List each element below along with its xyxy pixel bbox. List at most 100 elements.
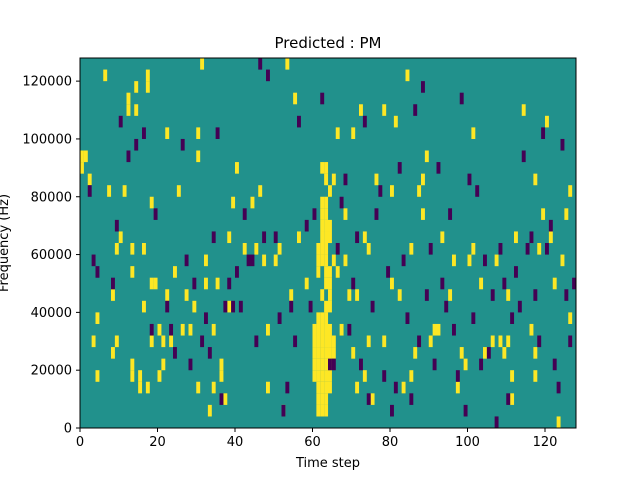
heatmap-cell-high xyxy=(149,277,154,290)
heatmap-cell-high xyxy=(347,289,352,301)
heatmap-cell-high xyxy=(432,323,437,336)
heatmap-cell-low xyxy=(494,416,499,429)
heatmap-cell-high xyxy=(324,312,329,324)
heatmap-cell-high xyxy=(328,323,332,336)
heatmap-cell-high xyxy=(409,243,414,255)
y-tick-label: 80000 xyxy=(31,190,72,205)
heatmap-cell-high xyxy=(335,127,340,139)
heatmap-cell-high xyxy=(545,115,549,128)
heatmap-cell-low xyxy=(432,358,437,371)
heatmap-cell-high xyxy=(324,208,329,220)
heatmap-cell-high xyxy=(324,219,329,232)
heatmap-cell-high xyxy=(390,185,394,197)
heatmap-cell-high xyxy=(149,196,154,209)
heatmap-cell-high xyxy=(165,127,170,139)
heatmap-cell-high xyxy=(324,173,329,186)
heatmap-cell-high xyxy=(328,381,332,394)
heatmap-cell-low xyxy=(409,393,414,405)
heatmap-cell-high xyxy=(204,277,208,290)
heatmap-cell-high xyxy=(134,104,139,116)
heatmap-cell-high xyxy=(533,173,538,186)
heatmap-cell-high xyxy=(328,347,332,359)
heatmap-cell-low xyxy=(498,243,503,255)
heatmap-cell-high xyxy=(204,254,208,267)
heatmap-cell-low xyxy=(502,277,507,290)
heatmap-cell-low xyxy=(393,381,398,394)
heatmap-cells xyxy=(80,58,577,429)
heatmap-cell-high xyxy=(568,312,573,324)
heatmap-cell-low xyxy=(548,219,553,232)
heatmap-cell-high xyxy=(421,173,425,186)
heatmap-cell-low xyxy=(374,208,379,220)
heatmap-cell-low xyxy=(359,358,363,371)
heatmap-cell-high xyxy=(366,243,371,255)
heatmap-cell-high xyxy=(277,243,282,255)
x-axis-label: Time step xyxy=(295,456,360,471)
heatmap-cell-high xyxy=(316,254,321,267)
heatmap-cell-high xyxy=(138,381,143,394)
heatmap-cell-high xyxy=(328,300,332,313)
heatmap-cell-high xyxy=(103,69,108,82)
heatmap-cell-low xyxy=(200,335,205,348)
heatmap-cell-high xyxy=(320,231,325,244)
heatmap-cell-high xyxy=(436,323,441,336)
heatmap-cell-low xyxy=(397,162,402,174)
heatmap-cell-high xyxy=(320,208,325,220)
heatmap-cell-high xyxy=(382,104,387,116)
heatmap-cell-high xyxy=(250,196,255,209)
heatmap-cell-low xyxy=(246,254,251,267)
heatmap-cell-high xyxy=(324,381,329,394)
heatmap-cell-low xyxy=(479,358,484,371)
heatmap-cell-high xyxy=(328,370,332,382)
heatmap-cell-low xyxy=(192,277,197,290)
heatmap-cell-high xyxy=(157,323,162,336)
heatmap-cell-high xyxy=(320,370,325,382)
chart-title: Predicted : PM xyxy=(275,34,382,52)
heatmap-cell-high xyxy=(142,243,146,255)
heatmap-cell-high xyxy=(316,347,321,359)
heatmap-cell-low xyxy=(262,231,267,244)
heatmap-cell-high xyxy=(328,266,332,278)
heatmap-cell-high xyxy=(324,231,329,244)
heatmap-cell-high xyxy=(134,81,139,93)
heatmap-cell-low xyxy=(471,312,476,324)
heatmap-cell-low xyxy=(242,208,247,220)
heatmap-cell-high xyxy=(320,243,325,255)
heatmap-cell-low xyxy=(118,115,123,128)
heatmap-cell-high xyxy=(196,381,201,394)
heatmap-cell-high xyxy=(471,127,476,139)
heatmap-cell-high xyxy=(316,358,321,371)
heatmap-cell-low xyxy=(87,185,92,197)
heatmap-cell-low xyxy=(149,323,154,336)
heatmap-cell-low xyxy=(459,92,464,105)
heatmap-cell-high xyxy=(258,185,263,197)
heatmap-cell-high xyxy=(502,347,507,359)
heatmap-cell-high xyxy=(320,358,325,371)
heatmap-cell-high xyxy=(324,323,329,336)
heatmap-cell-high xyxy=(254,243,259,255)
heatmap-cell-low xyxy=(529,231,534,244)
heatmap-cell-low xyxy=(483,254,487,267)
heatmap-cell-high xyxy=(343,208,348,220)
heatmap-cell-high xyxy=(510,393,515,405)
heatmap-cell-low xyxy=(355,231,360,244)
heatmap-cell-high xyxy=(390,277,394,290)
heatmap-cell-high xyxy=(223,393,228,405)
y-axis: 0 20000 40000 60000 80000 100000 120000 xyxy=(22,75,80,437)
heatmap-cell-high xyxy=(320,312,325,324)
heatmap-cell-high xyxy=(355,289,360,301)
heatmap-cell-low xyxy=(533,289,538,301)
heatmap-cell-high xyxy=(320,393,325,405)
heatmap-cell-low xyxy=(452,323,456,336)
heatmap-cell-low xyxy=(568,335,573,348)
heatmap-cell-low xyxy=(250,254,255,267)
heatmap-cell-low xyxy=(343,173,348,186)
heatmap-cell-high xyxy=(335,266,340,278)
heatmap-cell-high xyxy=(312,347,317,359)
heatmap-cell-high xyxy=(324,266,329,278)
heatmap-cell-high xyxy=(80,150,84,163)
heatmap-cell-high xyxy=(114,243,119,255)
heatmap-cell-high xyxy=(320,219,325,232)
heatmap-cell-high xyxy=(471,243,476,255)
